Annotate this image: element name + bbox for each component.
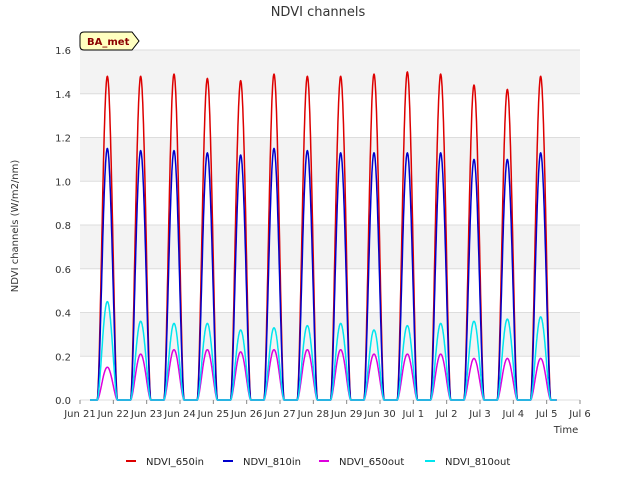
legend-label: NDVI_650in [146, 457, 204, 468]
y-tick-label: 0.6 [55, 265, 71, 276]
x-tick-label: Jun 27 [263, 409, 296, 420]
x-tick-label: Jul 3 [468, 409, 491, 420]
series-line [89, 300, 558, 401]
x-tick-label: Jul 1 [402, 409, 425, 420]
badge-label: BA_met [87, 37, 130, 48]
x-tick-label: Jun 28 [297, 409, 330, 420]
x-tick-label: Jun 24 [163, 409, 196, 420]
x-axis-title: Time [553, 425, 578, 436]
x-tick-label: Jun 29 [330, 409, 363, 420]
legend-item: NDVI_650out [319, 457, 404, 468]
x-tick-label: Jul 6 [568, 409, 591, 420]
plot-band [80, 93, 580, 138]
x-tick-label: Jun 26 [230, 409, 263, 420]
legend-label: NDVI_650out [339, 457, 404, 468]
x-tick-label: Jun 25 [197, 409, 230, 420]
x-tick-label: Jul 2 [435, 409, 458, 420]
y-tick-label: 0.2 [55, 352, 71, 363]
x-tick-label: Jul 5 [535, 409, 558, 420]
y-tick-label: 0.0 [55, 396, 71, 407]
y-tick-label: 1.6 [55, 46, 71, 57]
plot-band [80, 50, 580, 94]
legend-item: NDVI_650in [126, 457, 204, 468]
legend-item: NDVI_810in [223, 457, 301, 468]
plot-band [80, 181, 580, 225]
plot-band [80, 268, 580, 313]
y-tick-label: 0.8 [55, 221, 71, 232]
legend-item: NDVI_810out [425, 457, 510, 468]
plot-background [80, 50, 580, 400]
x-tick-label: Jun 30 [363, 409, 396, 420]
x-tick-label: Jul 4 [502, 409, 525, 420]
plot-band [80, 312, 580, 357]
y-tick-label: 0.4 [55, 309, 71, 320]
x-tick-label: Jun 22 [97, 409, 130, 420]
x-tick-label: Jun 21 [63, 409, 96, 420]
legend-label: NDVI_810out [445, 457, 510, 468]
series-lines [89, 71, 558, 401]
y-axis-title: NDVI channels (W/m2/nm) [10, 160, 21, 293]
y-tick-label: 1.4 [55, 90, 71, 101]
legend-label: NDVI_810in [243, 457, 301, 468]
badge-shape [79, 31, 140, 51]
legend: NDVI_650in NDVI_810in NDVI_650out NDVI_810o… [126, 457, 510, 468]
station-badge: BA_met [79, 31, 140, 51]
plot-band [80, 356, 580, 400]
x-tick-label: Jun 23 [130, 409, 163, 420]
plot-band [80, 137, 580, 182]
y-tick-label: 1.2 [55, 134, 71, 145]
y-tick-label: 1.0 [55, 177, 71, 188]
chart-title: NDVI channels [271, 5, 366, 20]
plot-band [80, 225, 580, 269]
